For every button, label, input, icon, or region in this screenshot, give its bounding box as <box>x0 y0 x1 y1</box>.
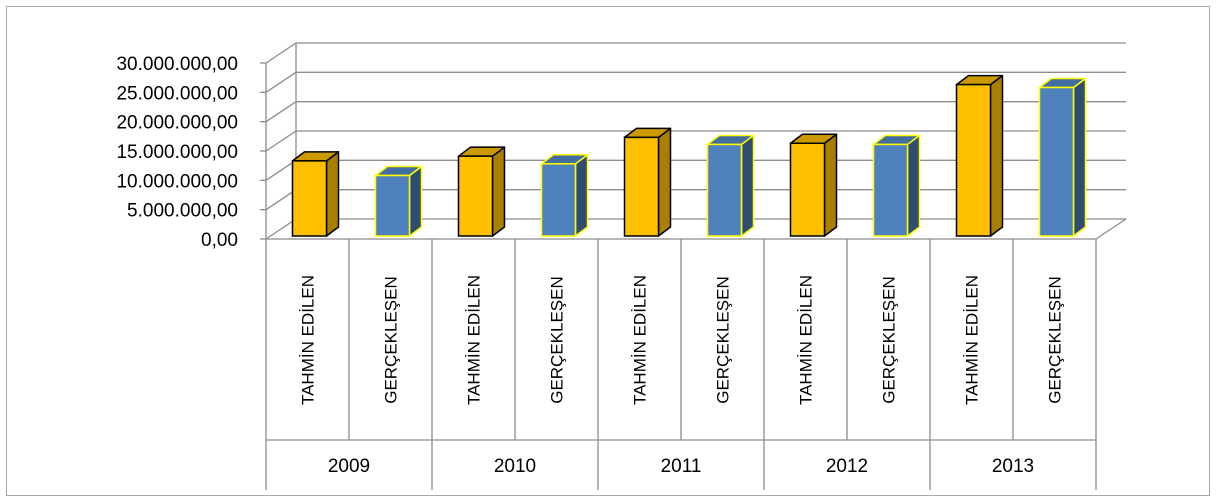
floor-right-edge <box>1095 218 1127 240</box>
bar-front <box>789 142 826 237</box>
chart-frame <box>6 6 1210 496</box>
category-label: TAHMİN EDİLEN <box>631 275 650 405</box>
bar-front <box>623 136 660 237</box>
y-tick-label: 5.000.000,00 <box>127 201 238 222</box>
gridline-side <box>265 101 297 123</box>
gridline-side <box>265 42 297 64</box>
bar-front <box>374 174 411 237</box>
bar <box>623 127 672 237</box>
bar-side <box>491 146 506 237</box>
bar-side <box>1072 77 1087 237</box>
bar-front <box>1038 86 1075 237</box>
bar-side <box>989 74 1004 237</box>
bar <box>540 154 589 237</box>
y-tick-label: 25.000.000,00 <box>116 83 238 104</box>
bar <box>955 74 1004 237</box>
bar-side <box>657 127 672 237</box>
category-label: TAHMİN EDİLEN <box>963 275 982 405</box>
gridline-side <box>265 218 297 240</box>
y-tick-label: 30.000.000,00 <box>116 54 238 75</box>
bar-front <box>955 83 992 237</box>
category-label: GERÇEKLEŞEN <box>548 276 567 404</box>
category-label: GERÇEKLEŞEN <box>880 276 899 404</box>
group-label: 2013 <box>992 456 1034 477</box>
bar-side <box>740 134 755 237</box>
bar-side <box>408 165 423 237</box>
bar-side <box>325 151 340 237</box>
bar-side <box>823 133 838 237</box>
y-tick-label: 20.000.000,00 <box>116 113 238 134</box>
gridline-side <box>265 159 297 181</box>
bar-front <box>291 160 328 237</box>
group-label: 2011 <box>661 456 702 477</box>
y-tick-label: 10.000.000,00 <box>116 171 238 192</box>
group-label: 2010 <box>494 456 536 477</box>
bar-side <box>574 154 589 237</box>
bar-side <box>906 134 921 237</box>
bar-front <box>706 143 743 237</box>
category-label: GERÇEKLEŞEN <box>714 276 733 404</box>
bar-front <box>540 163 577 237</box>
gridline-side <box>265 71 297 93</box>
category-label: GERÇEKLEŞEN <box>382 276 401 404</box>
y-tick-label: 0,00 <box>201 230 238 251</box>
category-label: TAHMİN EDİLEN <box>465 275 484 405</box>
group-label: 2012 <box>826 456 868 477</box>
category-table <box>265 239 1097 490</box>
bar <box>706 134 755 237</box>
bar <box>291 151 340 237</box>
gridline-side <box>265 130 297 152</box>
bar <box>457 146 506 237</box>
bar-front <box>457 155 494 237</box>
category-label: TAHMİN EDİLEN <box>797 275 816 405</box>
group-label: 2009 <box>328 456 370 477</box>
bar <box>789 133 838 237</box>
bar <box>374 165 423 237</box>
category-label: GERÇEKLEŞEN <box>1046 276 1065 404</box>
category-label: TAHMİN EDİLEN <box>299 275 318 405</box>
y-tick-label: 15.000.000,00 <box>116 142 238 163</box>
bar <box>1038 77 1087 237</box>
bar-front <box>872 143 909 237</box>
bar <box>872 134 921 237</box>
gridline-side <box>265 189 297 211</box>
